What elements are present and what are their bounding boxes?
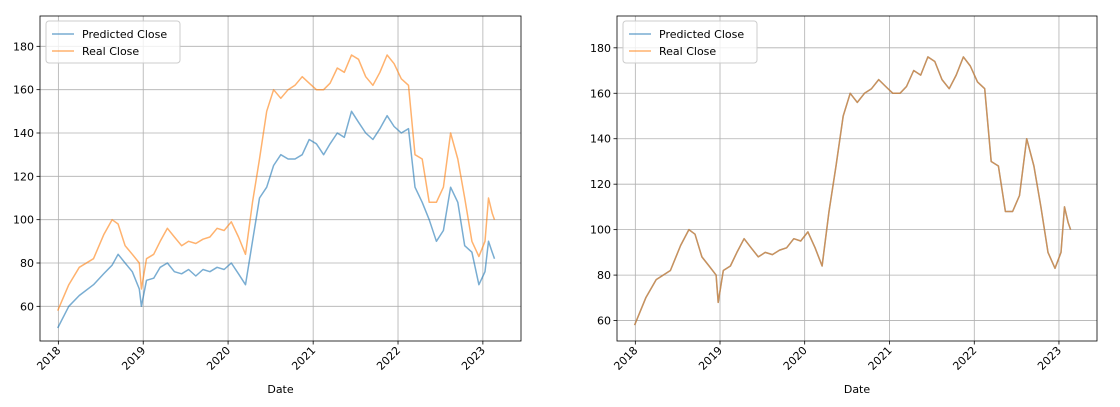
x-tick-label: 2018 bbox=[34, 344, 63, 373]
y-tick-label: 80 bbox=[20, 257, 34, 270]
series-line-real-close bbox=[57, 54, 496, 311]
y-tick-label: 180 bbox=[590, 42, 611, 55]
x-tick-label: 2023 bbox=[459, 344, 488, 373]
y-tick-label: 120 bbox=[13, 170, 34, 183]
y-tick-label: 100 bbox=[13, 214, 34, 227]
y-tick-label: 160 bbox=[590, 87, 611, 100]
x-tick-label: 2021 bbox=[289, 344, 318, 373]
legend-label: Real Close bbox=[659, 45, 716, 58]
series-line-predicted-close bbox=[57, 110, 496, 329]
y-tick-label: 160 bbox=[13, 84, 34, 97]
x-tick-label: 2019 bbox=[119, 344, 148, 373]
x-tick-label: 2023 bbox=[1035, 344, 1064, 373]
x-tick-label: 2022 bbox=[374, 344, 403, 373]
right-chart-panel: 60 80 100 120 140 160 180 2018 2019 2020 2021 2022 2… bbox=[590, 15, 1098, 396]
y-tick-label: 100 bbox=[590, 224, 611, 237]
legend bbox=[622, 20, 758, 64]
y-tick-label: 60 bbox=[597, 315, 611, 328]
x-tick-label: 2018 bbox=[611, 344, 640, 373]
y-tick-label: 120 bbox=[590, 178, 611, 191]
x-axis-label: Date bbox=[844, 383, 871, 396]
y-tick-label: 140 bbox=[13, 127, 34, 140]
left-chart-panel: 60 80 100 120 140 160 180 2018 2019 2020 2021 2022 2… bbox=[13, 15, 522, 396]
legend-label: Predicted Close bbox=[659, 28, 744, 41]
x-tick-label: 2021 bbox=[866, 344, 895, 373]
plot-frame bbox=[39, 15, 522, 342]
x-tick-label: 2022 bbox=[950, 344, 979, 373]
x-axis-label: Date bbox=[267, 383, 294, 396]
legend-label: Real Close bbox=[82, 45, 139, 58]
series-line-real-close bbox=[633, 56, 1072, 326]
plot-frame bbox=[616, 15, 1098, 342]
y-tick-label: 80 bbox=[597, 269, 611, 282]
x-tick-label: 2019 bbox=[696, 344, 725, 373]
legend bbox=[45, 20, 181, 64]
legend-label: Predicted Close bbox=[82, 28, 167, 41]
y-tick-label: 180 bbox=[13, 40, 34, 53]
x-tick-label: 2020 bbox=[781, 344, 810, 373]
x-tick-label: 2020 bbox=[204, 344, 233, 373]
y-tick-label: 60 bbox=[20, 300, 34, 313]
y-tick-label: 140 bbox=[590, 133, 611, 146]
